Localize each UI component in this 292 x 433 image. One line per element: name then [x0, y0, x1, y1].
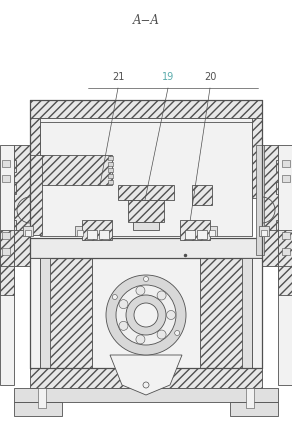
Bar: [30, 258, 40, 368]
Bar: [276, 160, 284, 172]
Bar: [92, 258, 200, 368]
Circle shape: [143, 382, 149, 388]
Bar: [82, 220, 112, 240]
Bar: [256, 145, 264, 255]
Bar: [108, 156, 113, 160]
Bar: [40, 155, 112, 185]
Bar: [14, 388, 278, 402]
Bar: [197, 230, 207, 239]
Bar: [278, 145, 292, 385]
Bar: [108, 180, 113, 184]
Bar: [200, 258, 262, 368]
Bar: [276, 232, 284, 244]
Bar: [40, 258, 50, 368]
Circle shape: [157, 330, 166, 339]
Bar: [259, 226, 269, 236]
Bar: [99, 230, 109, 239]
Bar: [38, 118, 254, 122]
Bar: [2, 160, 10, 167]
Bar: [8, 182, 16, 194]
Circle shape: [119, 300, 128, 309]
Bar: [230, 402, 278, 416]
Text: 21: 21: [112, 72, 124, 82]
Bar: [118, 185, 174, 200]
Bar: [25, 230, 31, 236]
Bar: [0, 255, 14, 295]
Bar: [108, 162, 113, 166]
Bar: [261, 230, 267, 236]
Circle shape: [119, 321, 128, 330]
Bar: [192, 185, 212, 205]
Circle shape: [134, 303, 158, 327]
Circle shape: [106, 275, 186, 355]
Circle shape: [143, 277, 149, 281]
Bar: [108, 168, 113, 172]
Bar: [276, 182, 284, 194]
Bar: [108, 174, 113, 178]
Bar: [8, 160, 16, 172]
Circle shape: [157, 291, 166, 300]
Bar: [282, 232, 290, 239]
Circle shape: [136, 335, 145, 344]
Bar: [278, 255, 292, 295]
Bar: [14, 145, 30, 255]
Bar: [252, 118, 262, 198]
Circle shape: [126, 295, 166, 335]
Bar: [14, 402, 62, 416]
Polygon shape: [110, 355, 182, 395]
Bar: [30, 100, 262, 118]
Bar: [38, 388, 46, 408]
Bar: [262, 145, 278, 255]
Bar: [30, 155, 42, 235]
Bar: [8, 220, 16, 232]
Bar: [252, 258, 262, 368]
Circle shape: [112, 294, 117, 300]
Bar: [278, 230, 292, 266]
Bar: [207, 226, 217, 236]
Bar: [262, 230, 278, 266]
Bar: [2, 248, 10, 255]
Bar: [209, 230, 215, 236]
Bar: [276, 220, 284, 232]
Text: 20: 20: [204, 72, 216, 82]
Text: 19: 19: [162, 72, 174, 82]
Bar: [40, 118, 252, 236]
Bar: [23, 226, 33, 236]
Bar: [0, 145, 14, 385]
Bar: [133, 222, 159, 230]
Bar: [282, 160, 290, 167]
Circle shape: [175, 330, 180, 336]
Bar: [2, 175, 10, 182]
Bar: [14, 230, 30, 266]
Bar: [8, 232, 16, 244]
Text: A−A: A−A: [133, 14, 159, 27]
Bar: [87, 230, 97, 239]
Bar: [242, 258, 252, 368]
Bar: [0, 230, 14, 266]
Circle shape: [166, 310, 175, 320]
Bar: [282, 175, 290, 182]
Bar: [282, 248, 290, 255]
Bar: [75, 226, 85, 236]
Circle shape: [116, 285, 176, 345]
Bar: [180, 220, 210, 240]
Bar: [30, 258, 92, 368]
Bar: [185, 230, 195, 239]
Bar: [246, 388, 254, 408]
Bar: [2, 232, 10, 239]
Bar: [128, 200, 164, 222]
Bar: [0, 238, 292, 258]
Bar: [77, 230, 83, 236]
Circle shape: [136, 286, 145, 295]
Bar: [30, 368, 262, 388]
Bar: [30, 118, 40, 198]
